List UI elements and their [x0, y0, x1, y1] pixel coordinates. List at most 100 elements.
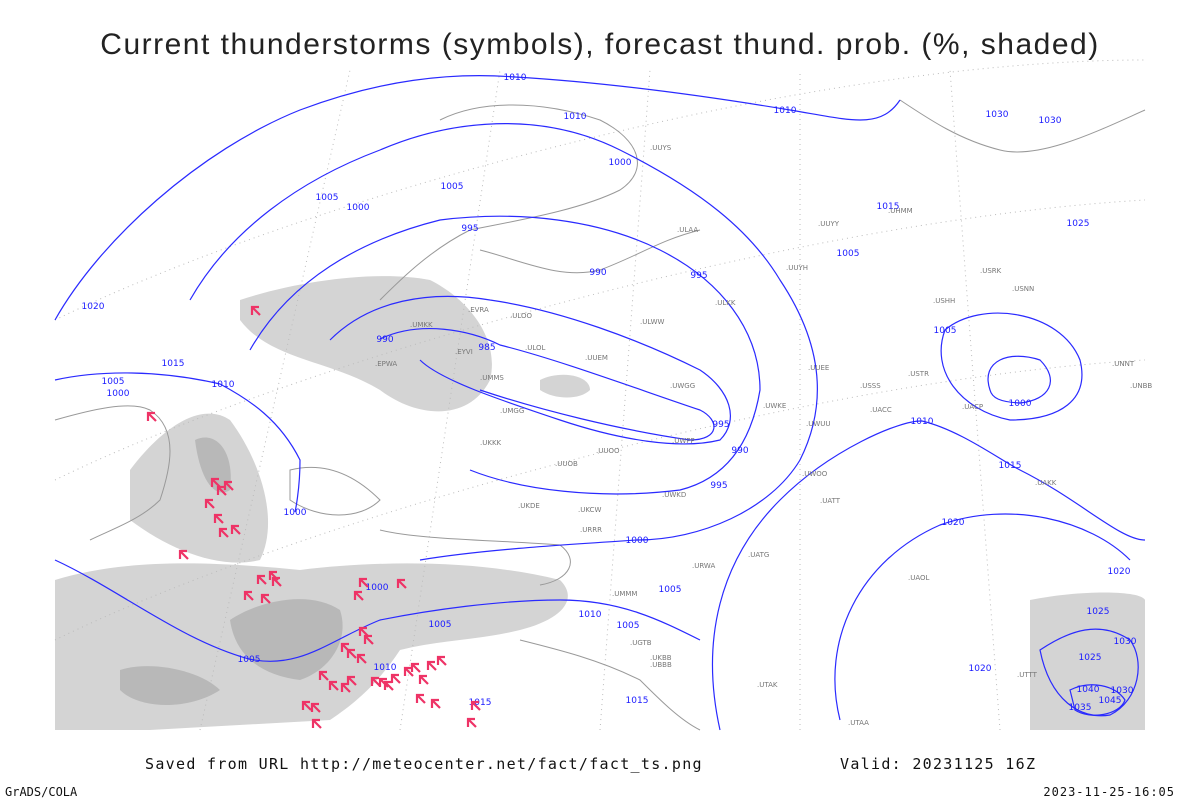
thunderstorm-symbol — [230, 524, 241, 535]
title: Current thunderstorms (symbols), forecas… — [100, 28, 1099, 61]
thunderstorm-symbol — [328, 680, 339, 691]
station-label: .UKCW — [578, 506, 601, 514]
coastlines — [54, 99, 1146, 731]
isobar-label: 1005 — [441, 182, 464, 192]
thunderstorm-symbol — [213, 513, 224, 524]
isobar-label: 1000 — [107, 389, 130, 399]
isobar-label: 1000 — [347, 203, 370, 213]
thunderstorm-symbol — [436, 655, 447, 666]
thunderstorm-symbol — [370, 676, 381, 687]
isobar-label: 995 — [712, 420, 729, 430]
isobar-label: 1010 — [774, 106, 797, 116]
station-label: .ULWW — [640, 318, 665, 326]
station-label: .UUEE — [808, 364, 829, 372]
station-label: .USNN — [1012, 285, 1034, 293]
isobar-label: 1020 — [82, 302, 105, 312]
isobar-label: 1025 — [1087, 607, 1110, 617]
station-label: .UHMM — [888, 207, 913, 215]
thunderstorm-symbol — [418, 674, 429, 685]
thunderstorm-probability-shading — [55, 276, 1145, 730]
thunderstorm-symbol — [363, 634, 374, 645]
station-label: .UATT — [820, 497, 841, 505]
station-label: .EYVI — [455, 348, 473, 356]
isobar-label: 1000 — [366, 583, 389, 593]
isobar-label: 1010 — [504, 73, 527, 83]
isobar-label: 990 — [731, 446, 748, 456]
thunderstorm-symbol — [396, 578, 407, 589]
station-label: .UUYH — [786, 264, 808, 272]
isobar-label: 1005 — [837, 249, 860, 259]
station-label: .UUYY — [818, 220, 840, 228]
thunderstorm-symbol — [430, 698, 441, 709]
thunderstorm-symbol — [415, 693, 426, 704]
isobar-label: 995 — [690, 271, 707, 281]
station-label: .EVRA — [468, 306, 489, 314]
station-label: .URWA — [692, 562, 715, 570]
isobar-label: 1005 — [659, 585, 682, 595]
isobar-label: 1005 — [238, 655, 261, 665]
isobar-label: 1030 — [1039, 116, 1062, 126]
thunderstorm-symbol — [301, 700, 312, 711]
isobar-label: 1000 — [626, 536, 649, 546]
isobar-label: 1015 — [162, 359, 185, 369]
station-label: .UMGG — [500, 407, 524, 415]
station-label: .ULOL — [525, 344, 546, 352]
isobar-label: 1005 — [316, 193, 339, 203]
thunderstorm-symbol — [383, 680, 394, 691]
thunderstorm-symbol — [353, 590, 364, 601]
station-label: .UTAK — [757, 681, 778, 689]
station-label: .ULOO — [510, 312, 533, 320]
isobars — [54, 75, 1146, 731]
station-label: .USSS — [860, 382, 881, 390]
isobar-label: 1025 — [1079, 653, 1102, 663]
isobar-label: 995 — [461, 224, 478, 234]
station-label: .UMMM — [612, 590, 637, 598]
station-label: .UATG — [748, 551, 769, 559]
station-label: .UAOL — [908, 574, 930, 582]
station-label: .UGTB — [630, 639, 652, 647]
isobar-label: 1015 — [626, 696, 649, 706]
software: GrADS/COLA — [5, 785, 78, 799]
thunderstorm-symbol — [358, 577, 369, 588]
thunderstorm-symbol — [356, 653, 367, 664]
isobar-label: 1010 — [564, 112, 587, 122]
station-label: .UUYS — [650, 144, 672, 152]
isobar-label: 1005 — [102, 377, 125, 387]
station-label: .UWKE — [763, 402, 786, 410]
thunderstorm-symbol — [311, 718, 322, 729]
isobar-label: 995 — [710, 481, 727, 491]
isobar-label: 990 — [589, 268, 606, 278]
thunderstorm-symbol — [210, 477, 221, 488]
thunderstorm-symbol — [310, 702, 321, 713]
station-label: .UWKD — [662, 491, 686, 499]
isobar-label: 1030 — [986, 110, 1009, 120]
station-label: .UKDE — [518, 502, 540, 510]
thunderstorm-symbol — [256, 574, 267, 585]
thunderstorm-symbol — [410, 662, 421, 673]
valid-time: Valid: 20231125 16Z — [840, 755, 1036, 773]
thunderstorm-symbol — [346, 648, 357, 659]
isobar-label: 1035 — [1069, 703, 1092, 713]
station-label: .UUEM — [585, 354, 608, 362]
thunderstorm-symbol — [146, 411, 157, 422]
isobar-label: 1005 — [429, 620, 452, 630]
station-label: .UWGG — [670, 382, 695, 390]
isobar-label: 1045 — [1099, 696, 1122, 706]
thunderstorm-symbol — [271, 576, 282, 587]
station-label: .UACP — [962, 403, 983, 411]
thunderstorm-symbol — [378, 677, 389, 688]
isobar-label: 1030 — [1111, 686, 1134, 696]
map-area — [54, 59, 1146, 731]
thunderstorm-symbol — [243, 590, 254, 601]
thunderstorm-symbol — [216, 485, 227, 496]
thunderstorm-symbol — [403, 666, 414, 677]
higher-probability-shading — [120, 437, 343, 705]
isobar-label: 985 — [478, 343, 495, 353]
isobar-label: 1015 — [877, 202, 900, 212]
isobar-label: 1005 — [934, 326, 957, 336]
thunderstorm-symbol — [218, 527, 229, 538]
station-label: .ULAA — [677, 226, 698, 234]
timestamp: 2023-11-25-16:05 — [1043, 785, 1175, 799]
isobar-label: 1025 — [1067, 219, 1090, 229]
station-label: .UACC — [870, 406, 892, 414]
